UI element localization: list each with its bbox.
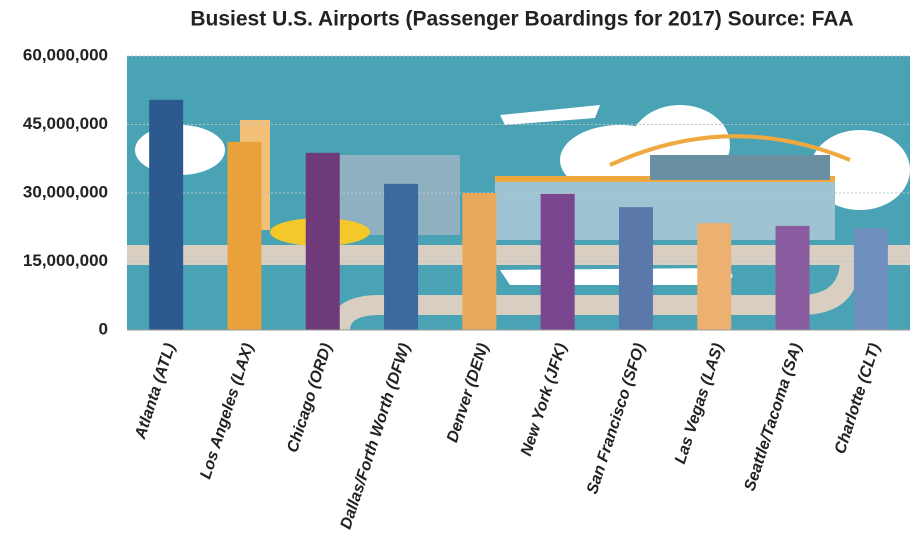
y-tick-label: 15,000,000: [23, 251, 108, 270]
y-tick-label: 0: [99, 319, 108, 338]
bar: [384, 184, 418, 330]
bar: [541, 194, 575, 330]
bar: [306, 153, 340, 330]
x-tick-label: New York (JFK): [518, 341, 570, 458]
x-tick-label: Denver (DEN): [444, 341, 492, 444]
y-tick-label: 60,000,000: [23, 45, 108, 64]
bar: [697, 223, 731, 330]
x-tick-label: Charlotte (CLT): [832, 341, 884, 456]
y-tick-label: 45,000,000: [23, 114, 108, 133]
x-tick-label: Las Vegas (LAS): [672, 341, 727, 466]
x-tick-label: San Francisco (SFO): [584, 341, 649, 496]
bar: [149, 100, 183, 330]
x-tick-label: Atlanta (ATL): [132, 341, 179, 442]
bar: [854, 228, 888, 330]
bar: [619, 207, 653, 330]
x-tick-label: Seattle/Tacoma (SA): [742, 341, 806, 493]
chart: Busiest U.S. Airports (Passenger Boardin…: [0, 0, 910, 541]
x-tick-label: Chicago (ORD): [284, 341, 335, 454]
x-tick-label: Dallas/Forth Worth (DFW): [338, 341, 414, 531]
bar: [227, 142, 261, 330]
y-tick-label: 30,000,000: [23, 182, 108, 201]
x-tick-label: Los Angeles (LAX): [197, 341, 257, 481]
bar: [776, 226, 810, 330]
chart-title: Busiest U.S. Airports (Passenger Boardin…: [190, 8, 853, 31]
bar: [462, 193, 496, 330]
